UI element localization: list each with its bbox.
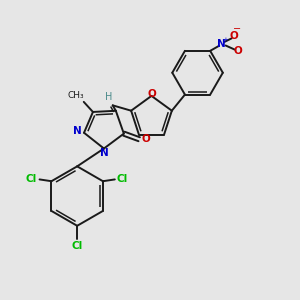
Text: N: N [100, 148, 109, 158]
Text: N: N [73, 126, 82, 136]
Text: O: O [141, 134, 150, 144]
Text: O: O [233, 46, 242, 56]
Text: O: O [230, 31, 238, 41]
Text: Cl: Cl [117, 174, 128, 184]
Text: −: − [233, 24, 242, 34]
Text: +: + [222, 37, 228, 43]
Text: O: O [147, 89, 156, 99]
Text: H: H [106, 92, 113, 102]
Text: N: N [217, 39, 226, 49]
Text: Cl: Cl [26, 174, 37, 184]
Text: CH₃: CH₃ [68, 91, 84, 100]
Text: Cl: Cl [72, 241, 83, 251]
